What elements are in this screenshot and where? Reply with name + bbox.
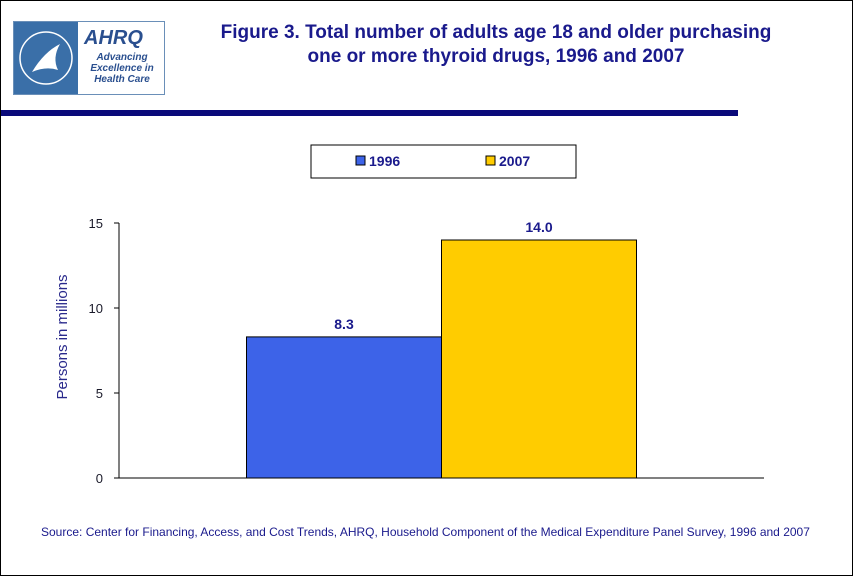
logo: AHRQ Advancing Excellence in Health Care [13,21,165,95]
logo-tagline: Advancing Excellence in Health Care [90,52,154,85]
legend-swatch [355,155,366,166]
chart-title: Figure 3. Total number of adults age 18 … [220,22,772,67]
y-tick-label: 0 [96,471,103,486]
bar [441,239,637,479]
chart: Persons in millions 0 5 10 15 1996 2007 8.3 14.… [1,110,764,486]
y-tick-label: 5 [96,386,103,401]
y-axis-title: Persons in millions [54,274,71,399]
data-label: 14.0 [525,219,552,235]
legend-box [310,144,577,179]
data-label: 8.3 [334,316,354,332]
header-rule [1,110,738,116]
logo-art: AHRQ Advancing Excellence in Health Care [14,22,154,94]
legend-label: 2007 [499,153,530,169]
source-note: Source: Center for Financing, Access, an… [41,525,810,539]
legend-label: 1996 [369,153,400,169]
bar [246,336,442,479]
logo-agency: AHRQ [83,27,143,49]
y-tick-label: 10 [89,301,103,316]
y-tick-label: 15 [89,216,103,231]
legend-swatch [485,155,496,166]
